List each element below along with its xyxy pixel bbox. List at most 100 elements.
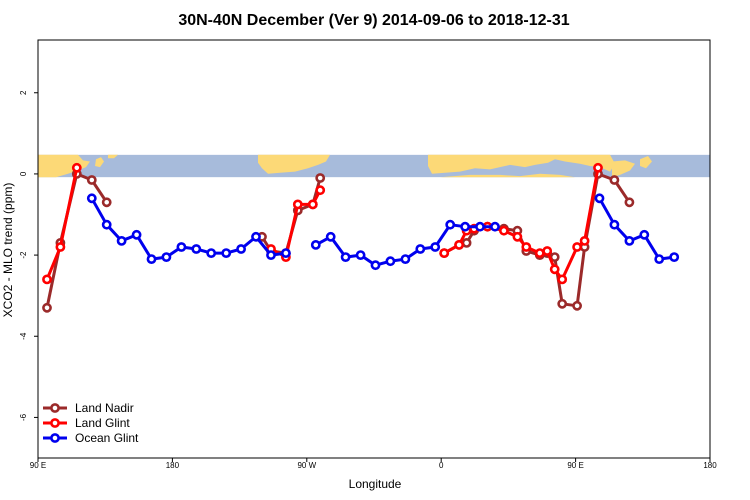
series-land-nadir (42, 168, 635, 313)
data-point (116, 235, 127, 246)
data-point (498, 225, 509, 236)
data-point (521, 242, 532, 252)
legend-label: Ocean Glint (75, 431, 139, 445)
data-point (594, 193, 605, 204)
legend-label: Land Nadir (75, 401, 134, 415)
legend-swatch-marker (50, 433, 60, 443)
data-point (315, 185, 326, 196)
legend-item: Land Glint (43, 416, 130, 430)
data-point (593, 162, 603, 173)
data-point (579, 235, 590, 246)
data-point (206, 248, 217, 258)
data-point (315, 173, 326, 183)
legend-label: Land Glint (75, 416, 130, 430)
data-point (624, 235, 635, 246)
data-point (101, 219, 112, 230)
x-axis: 90 E 180 90 W 0 90 E 180 (30, 458, 717, 470)
data-point (161, 252, 172, 262)
data-point (310, 239, 321, 250)
data-point (400, 254, 411, 264)
series-line (443, 172, 631, 308)
data-point (370, 260, 381, 271)
x-tick-label: 180 (703, 461, 717, 470)
data-point (42, 302, 52, 313)
land-mass (440, 173, 575, 178)
x-tick-label: 90 E (30, 461, 46, 470)
legend-item: Land Nadir (43, 401, 134, 415)
data-point (176, 242, 187, 252)
legend-swatch-marker (50, 418, 60, 428)
data-point (454, 239, 464, 250)
x-tick-label: 0 (439, 461, 444, 470)
legend-swatch-marker (50, 403, 60, 413)
data-point (572, 300, 582, 311)
data-point (669, 252, 680, 262)
data-point (146, 254, 157, 264)
data-point (191, 244, 202, 254)
land-mass (612, 160, 635, 178)
land-mass (95, 157, 104, 168)
data-point (131, 229, 142, 240)
data-point (55, 242, 66, 252)
data-point (307, 199, 318, 210)
data-point (86, 175, 97, 185)
data-point (430, 242, 441, 252)
y-tick-label: -6 (19, 413, 28, 421)
data-point (624, 197, 635, 208)
land-mass (640, 156, 652, 169)
data-point (557, 274, 568, 285)
data-point (292, 199, 303, 210)
data-point (639, 229, 650, 240)
y-tick-label: -2 (19, 251, 28, 259)
x-axis-label: Longitude (349, 477, 402, 491)
data-point (86, 193, 97, 204)
series-line (90, 197, 287, 261)
data-point (461, 237, 472, 248)
land-masses (38, 154, 670, 178)
series-line (598, 197, 675, 261)
series-line (260, 177, 322, 255)
world-map-strip (38, 154, 710, 178)
data-point (221, 248, 232, 258)
data-point (71, 162, 82, 173)
x-tick-label: 180 (166, 461, 180, 470)
land-mass (258, 154, 330, 174)
data-point (101, 197, 112, 208)
series-line (45, 167, 79, 280)
x-tick-label: 90 W (297, 461, 316, 470)
data-point (415, 244, 426, 254)
y-tick-label: 2 (19, 90, 28, 95)
y-axis-label: XCO2 - MLO trend (ppm) (1, 183, 15, 318)
data-point (236, 244, 246, 254)
series-ocean-glint (86, 193, 680, 271)
plot-frame (37, 39, 711, 459)
data-point (340, 252, 351, 262)
series-layer (42, 162, 680, 313)
data-point (654, 254, 665, 264)
data-point (549, 264, 560, 275)
y-tick-label: -4 (19, 332, 28, 340)
land-mass (108, 154, 118, 159)
data-point (251, 231, 261, 242)
data-point (609, 219, 620, 230)
y-axis: 2 0 -2 -4 -6 (19, 90, 38, 421)
data-point (542, 246, 553, 256)
data-point (475, 221, 485, 232)
data-point (42, 274, 52, 285)
chart-title: 30N-40N December (Ver 9) 2014-09-06 to 2… (178, 12, 569, 29)
legend-item: Ocean Glint (43, 431, 139, 445)
data-point (557, 298, 568, 309)
data-point (512, 231, 523, 242)
data-point (609, 175, 620, 185)
data-point (460, 221, 470, 232)
data-point (572, 242, 582, 252)
data-point (385, 256, 396, 267)
data-point (280, 248, 291, 258)
data-point (490, 221, 500, 232)
x-tick-label: 90 E (567, 461, 583, 470)
data-point (445, 219, 456, 230)
data-point (439, 248, 450, 258)
data-point (355, 250, 366, 260)
